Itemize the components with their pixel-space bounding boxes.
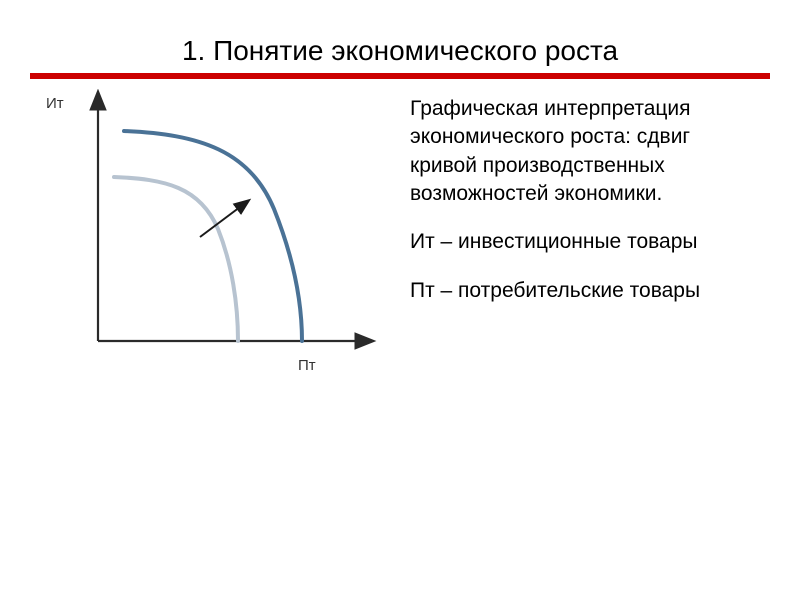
title-block: 1. Понятие экономического роста: [50, 35, 750, 79]
paragraph-1: Графическая интерпретация экономического…: [410, 95, 750, 208]
chart-area: Ит Пт: [50, 89, 390, 389]
ppf-chart: [50, 89, 390, 389]
x-axis-label: Пт: [298, 357, 316, 374]
y-axis-label: Ит: [46, 95, 64, 112]
text-area: Графическая интерпретация экономического…: [410, 89, 750, 389]
ppf-curve-inner: [114, 177, 238, 341]
content-row: Ит Пт Графическая интерпретаци: [50, 89, 750, 389]
slide-title: 1. Понятие экономического роста: [50, 35, 750, 67]
ppf-curve-outer: [124, 131, 302, 341]
title-underline: [30, 73, 770, 79]
paragraph-3: Пт – потребительские товары: [410, 277, 750, 305]
slide: 1. Понятие экономического роста Ит: [0, 0, 800, 600]
shift-arrow: [200, 201, 248, 237]
paragraph-2: Ит – инвестиционные товары: [410, 228, 750, 256]
